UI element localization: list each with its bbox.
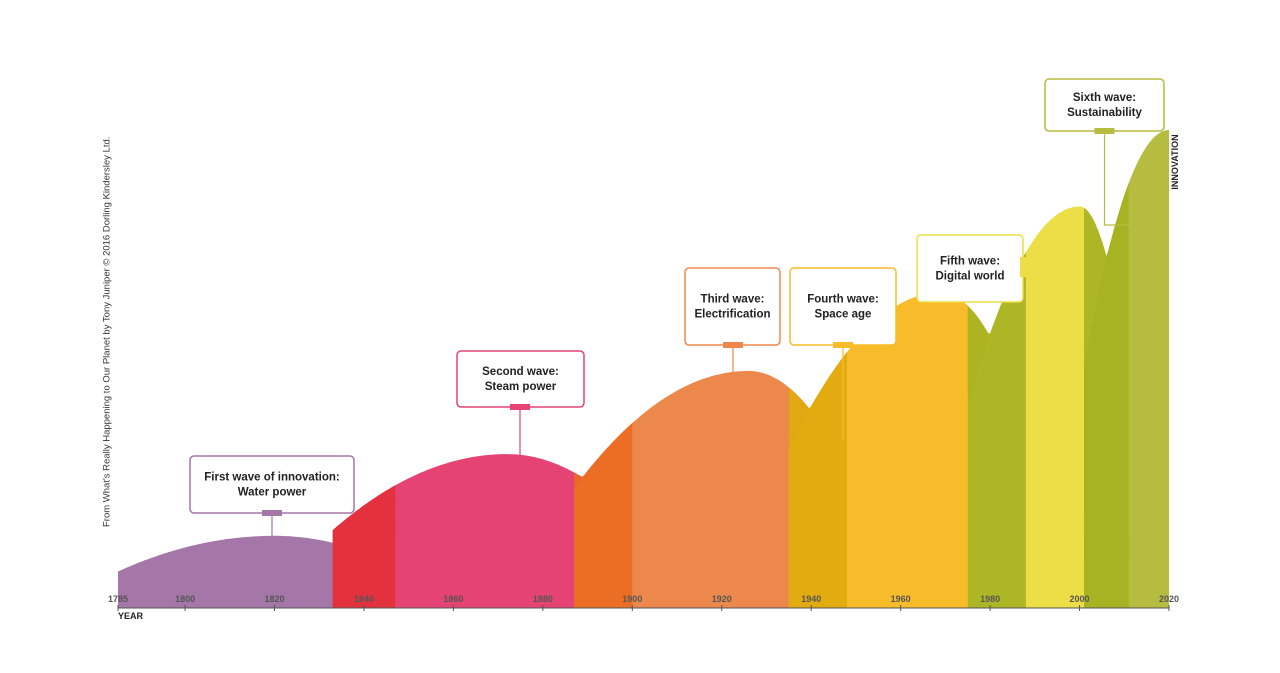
wave-overlap: [1084, 183, 1129, 608]
callout-box: [456, 350, 585, 408]
callout-1: First wave of innovation: Water power: [189, 455, 355, 538]
series-name: Fifth wave:: [940, 256, 1000, 268]
series-name: Second wave:: [482, 366, 559, 378]
callout-4: Fourth wave: Space age: [789, 267, 897, 440]
series-subtitle: Electrification: [694, 309, 770, 321]
x-tick-label: 1880: [533, 594, 553, 604]
x-tick-label: 1785: [108, 594, 128, 604]
wave-overlap: [967, 252, 1026, 608]
x-axis-label: YEAR: [118, 611, 144, 621]
callout-5: Fifth wave: Digital world: [916, 234, 1045, 303]
wave-3: [574, 370, 847, 608]
callout-box: [916, 234, 1024, 303]
wave-6: [1084, 130, 1169, 608]
wave-4: [788, 292, 1026, 608]
callout-2: Second wave: Steam power: [456, 350, 585, 462]
x-tick-label: 1860: [443, 594, 463, 604]
series-subtitle: Digital world: [936, 271, 1005, 283]
series-name: Fourth wave:: [807, 294, 879, 306]
series-subtitle: Sustainability: [1067, 107, 1142, 119]
x-tick-label: 1900: [622, 594, 642, 604]
x-tick-label: 2020: [1159, 594, 1179, 604]
x-tick-label: 2000: [1070, 594, 1090, 604]
x-tick-label: 1840: [354, 594, 374, 604]
wave-area: [332, 454, 633, 608]
callout-box: [1044, 78, 1165, 132]
x-tick-label: 1980: [980, 594, 1000, 604]
wave-area: [788, 292, 1026, 608]
series-name: First wave of innovation:: [204, 472, 339, 484]
wave-area: [118, 535, 396, 608]
series-name: Sixth wave:: [1073, 92, 1136, 104]
wave-2: [332, 454, 633, 608]
wave-overlap: [332, 485, 396, 608]
y-axis-label: INNOVATION: [1170, 134, 1180, 189]
series-subtitle: Space age: [815, 309, 872, 321]
x-tick-label: 1820: [265, 594, 285, 604]
series-name: Third wave:: [701, 294, 765, 306]
series-subtitle: Steam power: [485, 381, 557, 393]
wave-overlap: [574, 423, 633, 608]
callout-3: Third wave: Electrification: [684, 267, 781, 390]
callout-6: Sixth wave: Sustainability: [1044, 78, 1165, 226]
callout-box: [189, 455, 355, 514]
callout-box: [789, 267, 897, 346]
wave-overlap: [788, 352, 847, 608]
wave-area: [574, 370, 847, 608]
x-tick-label: 1940: [801, 594, 821, 604]
x-tick-label: 1800: [175, 594, 195, 604]
series-subtitle: Water power: [238, 487, 307, 499]
x-tick-label: 1960: [891, 594, 911, 604]
callout-box: [684, 267, 781, 346]
wave-1: [118, 535, 396, 608]
x-tick-label: 1920: [712, 594, 732, 604]
